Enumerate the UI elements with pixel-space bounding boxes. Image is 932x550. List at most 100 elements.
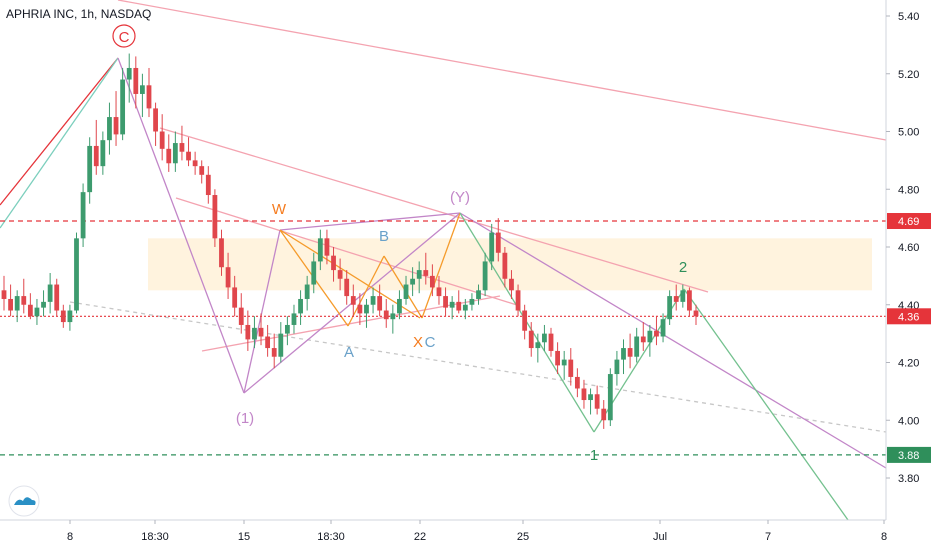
candle-body — [667, 296, 673, 320]
time-tick-label: Jul — [653, 531, 667, 543]
candle-body — [317, 238, 323, 262]
candle-body — [568, 359, 574, 377]
candle-body — [87, 145, 93, 193]
candle — [172, 131, 178, 172]
candle — [594, 385, 600, 415]
candle-body — [27, 304, 33, 317]
candle — [179, 125, 185, 161]
candle-body — [555, 350, 560, 366]
candle — [410, 267, 416, 297]
candle — [627, 333, 633, 369]
candle-body — [186, 151, 191, 161]
candle-body — [640, 336, 646, 343]
candle — [344, 270, 350, 305]
time-tick-label: 8 — [881, 531, 887, 543]
candle-body — [509, 278, 514, 291]
dashed-trend-line — [69, 301, 887, 433]
candle — [232, 275, 238, 317]
candle — [687, 287, 692, 317]
candle-body — [515, 290, 521, 311]
candle-body — [212, 195, 218, 239]
candle — [495, 218, 501, 262]
price-tick-label: 5.20 — [898, 69, 919, 81]
candle — [34, 298, 40, 325]
candle — [469, 293, 475, 311]
candle-body — [443, 296, 448, 308]
candle-body — [476, 290, 481, 299]
price-badge-label: 4.36 — [898, 311, 919, 323]
candle-body — [245, 324, 251, 340]
candle-body — [291, 313, 297, 325]
candle — [8, 284, 13, 317]
candle — [186, 137, 191, 167]
candle-body — [153, 108, 158, 132]
candle — [298, 290, 303, 325]
candle — [219, 229, 224, 276]
wave-label-1: 1 — [590, 447, 598, 464]
candle-body — [462, 304, 468, 311]
candle-body — [159, 131, 165, 149]
candle-body — [107, 117, 112, 141]
candle — [93, 119, 99, 175]
wave-label-c: C — [119, 29, 130, 46]
wave-c-circle — [112, 24, 136, 48]
candle — [21, 278, 27, 314]
candle — [238, 293, 244, 334]
candle-body — [495, 232, 501, 253]
candle — [324, 229, 330, 265]
candle-body — [271, 348, 277, 357]
wave-2-line — [243, 229, 281, 394]
wave-y-up — [421, 212, 461, 319]
candle-body — [265, 336, 271, 349]
channel-upper-line — [117, 0, 887, 141]
candle — [528, 322, 534, 357]
wave-label-w: W — [272, 201, 287, 218]
price-tick-label: 4.80 — [898, 184, 919, 196]
candle — [252, 316, 257, 349]
candle — [397, 290, 402, 320]
candle — [245, 310, 251, 351]
candle — [535, 333, 541, 363]
candle-body — [331, 255, 336, 271]
price-badge — [887, 308, 931, 325]
candle-body — [607, 374, 613, 421]
candle — [364, 298, 369, 328]
wave-label-y: (Y) — [450, 189, 470, 206]
impulse-line — [0, 57, 119, 206]
candle-body — [60, 310, 66, 323]
candle-body — [41, 301, 46, 308]
candle-body — [232, 287, 238, 308]
candle — [133, 56, 139, 109]
candle — [390, 304, 396, 334]
candle — [60, 304, 66, 328]
candle — [47, 272, 53, 314]
candle — [271, 333, 277, 369]
candle — [120, 67, 126, 141]
price-tick-label: 4.20 — [898, 358, 919, 370]
channel-inner-line — [175, 197, 521, 307]
candle-body — [337, 270, 343, 279]
candle — [27, 293, 33, 320]
price-badge-label: 4.69 — [898, 216, 919, 228]
candle — [337, 258, 343, 291]
candle-body — [74, 238, 79, 311]
candle-body — [34, 307, 40, 317]
candle — [654, 316, 659, 346]
candle — [680, 284, 686, 308]
time-tick-label: 25 — [517, 531, 529, 543]
candle-body — [614, 359, 620, 375]
candle — [416, 261, 422, 294]
candle — [258, 313, 264, 346]
candle-body — [344, 278, 350, 297]
wave-label-b: B — [379, 228, 389, 245]
candle-body — [120, 79, 126, 135]
price-badge — [887, 446, 931, 463]
candle — [548, 327, 554, 357]
candle — [357, 293, 363, 325]
candle — [693, 304, 699, 325]
candle-body — [126, 67, 132, 80]
price-tick-label: 3.80 — [898, 473, 919, 485]
candle — [614, 350, 620, 386]
